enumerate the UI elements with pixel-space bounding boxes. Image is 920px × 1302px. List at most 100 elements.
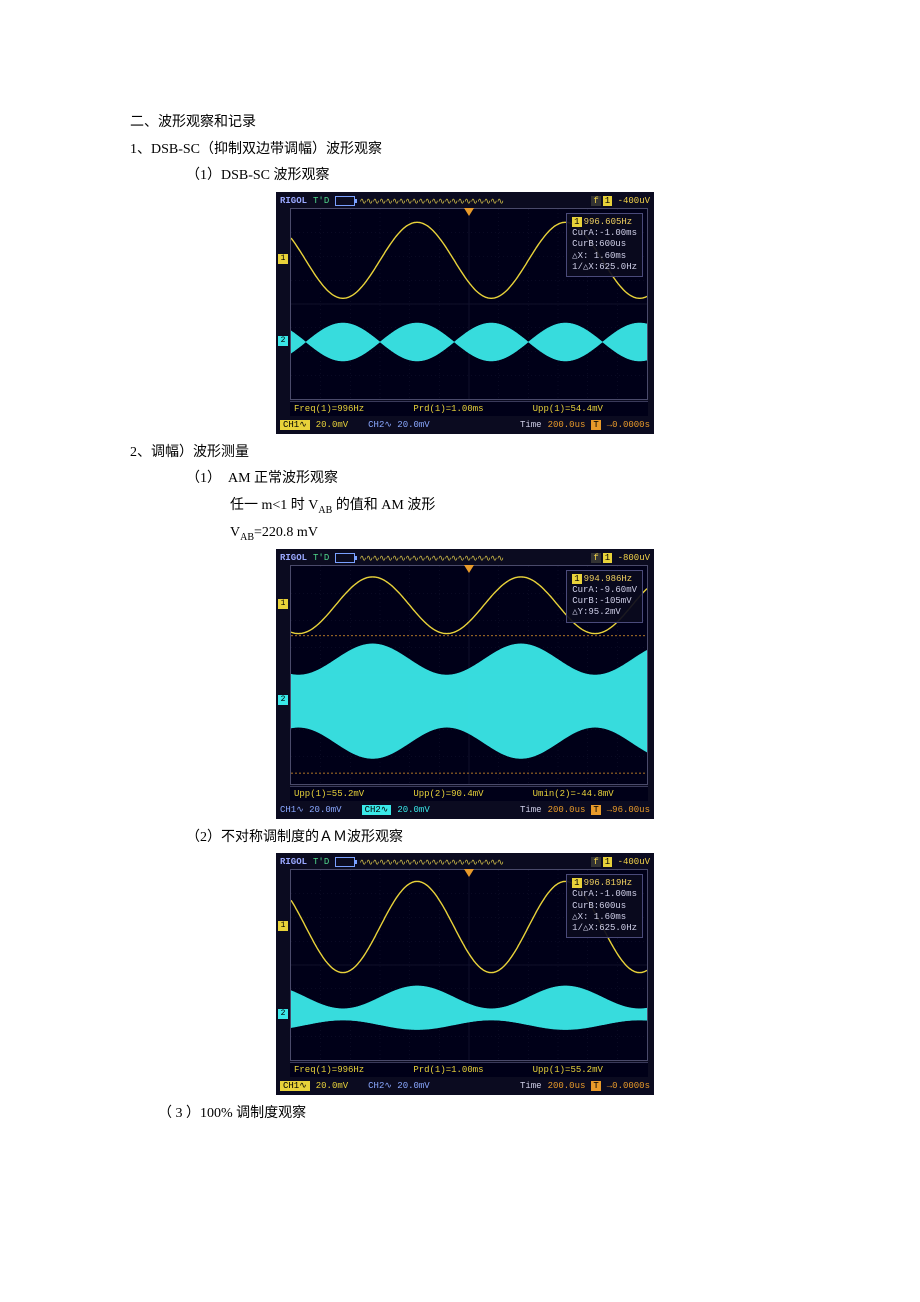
scope-measurements: Freq(1)=996HzPrd(1)=1.00msUpp(1)=54.4mV bbox=[290, 401, 648, 416]
mode: T'D bbox=[313, 857, 329, 867]
scope-grid: 1996.605HzCurA:-1.00msCurB:600us△X: 1.60… bbox=[290, 208, 648, 400]
info-line: CurA:-1.00ms bbox=[572, 889, 637, 900]
ch1-marker: 1 bbox=[278, 254, 288, 264]
oscilloscope-screenshot-1: RIGOL T'D ∿∿∿∿∿∿∿∿∿∿∿∿∿∿∿∿∿∿∿∿∿∿f1 -400uV 1… bbox=[276, 192, 654, 434]
trigger-info: f1 -400uV bbox=[591, 196, 650, 206]
info-freq: 1994.986Hz bbox=[572, 574, 637, 585]
subscript: AB bbox=[318, 505, 332, 516]
section-2-sub1: （1） AM 正常波形观察 bbox=[130, 466, 800, 493]
text: DSB-SC（抑制双边带调幅）波形观察 bbox=[151, 142, 382, 157]
toffset-icon: T bbox=[591, 1081, 600, 1091]
wave-top: ∿∿∿∿∿∿∿∿∿∿∿∿∿∿∿∿∿∿∿∿∿∿ bbox=[359, 554, 591, 562]
wave-top: ∿∿∿∿∿∿∿∿∿∿∿∿∿∿∿∿∿∿∿∿∿∿ bbox=[359, 858, 591, 866]
scope-info-box: 1996.605HzCurA:-1.00msCurB:600us△X: 1.60… bbox=[566, 213, 643, 277]
section-2-sub2: （2）不对称调制度的ＡＭ波形观察 bbox=[130, 825, 800, 852]
section-2-sub1-line3: VAB=220.8 mV bbox=[130, 520, 800, 547]
ch2-label: CH2∿ 20.0mV bbox=[368, 420, 430, 430]
brand: RIGOL bbox=[280, 196, 307, 206]
info-line: 1/△X:625.0Hz bbox=[572, 262, 637, 273]
measurement: Umin(2)=-44.8mV bbox=[529, 789, 648, 799]
ch1-scale: 20.0mV bbox=[316, 1081, 348, 1091]
time-label: Time bbox=[520, 420, 542, 430]
subscript: AB bbox=[240, 532, 254, 543]
scope-info-box: 1996.819HzCurA:-1.00msCurB:600us△X: 1.60… bbox=[566, 874, 643, 938]
ch2-scale: 20.0mV bbox=[397, 805, 429, 815]
section-1-title: 1、DSB-SC（抑制双边带调幅）波形观察 bbox=[130, 137, 800, 164]
measurement: Upp(2)=90.4mV bbox=[409, 789, 528, 799]
text: =220.8 mV bbox=[254, 525, 318, 540]
num: 2、 bbox=[130, 445, 151, 460]
scope-info-box: 1994.986HzCurA:-9.60mVCurB:-105mV△Y:95.2… bbox=[566, 570, 643, 623]
scope-bottom-bar: CH1∿ 20.0mV CH2∿ 20.0mV Time 200.0us T →96.0… bbox=[280, 803, 650, 817]
time-scale: 200.0us bbox=[548, 805, 586, 815]
time-offset: →96.00us bbox=[607, 805, 650, 815]
mode: T'D bbox=[313, 553, 329, 563]
time-scale: 200.0us bbox=[548, 420, 586, 430]
scope-topbar: RIGOL T'D ∿∿∿∿∿∿∿∿∿∿∿∿∿∿∿∿∿∿∿∿∿∿f1 -400uV bbox=[280, 855, 650, 869]
text: AM 正常波形观察 bbox=[228, 471, 338, 486]
scope-grid: 1994.986HzCurA:-9.60mVCurB:-105mV△Y:95.2… bbox=[290, 565, 648, 785]
ch1-label: CH1∿ bbox=[280, 1081, 310, 1091]
battery-icon bbox=[335, 553, 355, 563]
text: 的值和 AM 波形 bbox=[332, 498, 435, 513]
info-freq: 1996.605Hz bbox=[572, 217, 637, 228]
ch1-marker: 1 bbox=[278, 599, 288, 609]
ch1-label: CH1∿ 20.0mV bbox=[280, 805, 342, 815]
text: 调幅）波形测量 bbox=[151, 445, 249, 460]
ch2-label: CH2∿ bbox=[362, 805, 392, 815]
scope-1-wrap: RIGOL T'D ∿∿∿∿∿∿∿∿∿∿∿∿∿∿∿∿∿∿∿∿∿∿f1 -400uV 1… bbox=[130, 192, 800, 434]
info-line: CurB:600us bbox=[572, 901, 637, 912]
measurement: Upp(1)=55.2mV bbox=[290, 789, 409, 799]
toffset-icon: T bbox=[591, 805, 600, 815]
section-2-sub3: （ 3 ）100% 调制度观察 bbox=[130, 1101, 800, 1128]
scope-topbar: RIGOL T'D ∿∿∿∿∿∿∿∿∿∿∿∿∿∿∿∿∿∿∿∿∿∿f1 -800uV bbox=[280, 551, 650, 565]
mode: T'D bbox=[313, 196, 329, 206]
measurement: Prd(1)=1.00ms bbox=[409, 1065, 528, 1075]
info-line: CurB:-105mV bbox=[572, 596, 637, 607]
info-line: △Y:95.2mV bbox=[572, 607, 637, 618]
trigger-info: f1 -800uV bbox=[591, 553, 650, 563]
time-offset: →0.0000s bbox=[607, 420, 650, 430]
ch1-scale: 20.0mV bbox=[316, 420, 348, 430]
time-scale: 200.0us bbox=[548, 1081, 586, 1091]
ch1-marker: 1 bbox=[278, 921, 288, 931]
info-line: △X: 1.60ms bbox=[572, 251, 637, 262]
ch2-marker: 2 bbox=[278, 336, 288, 346]
measurement: Prd(1)=1.00ms bbox=[409, 404, 528, 414]
measurement: Freq(1)=996Hz bbox=[290, 404, 409, 414]
battery-icon bbox=[335, 196, 355, 206]
time-offset: →0.0000s bbox=[607, 1081, 650, 1091]
scope-bottom-bar: CH1∿20.0mVCH2∿ 20.0mVTime 200.0us T→0.00… bbox=[280, 1079, 650, 1093]
trigger-info: f1 -400uV bbox=[591, 857, 650, 867]
measurement: Upp(1)=54.4mV bbox=[529, 404, 648, 414]
scope-topbar: RIGOL T'D ∿∿∿∿∿∿∿∿∿∿∿∿∿∿∿∿∿∿∿∿∿∿f1 -400uV bbox=[280, 194, 650, 208]
section-1-sub1: （1）DSB-SC 波形观察 bbox=[130, 163, 800, 190]
ch2-marker: 2 bbox=[278, 695, 288, 705]
num: 1、 bbox=[130, 142, 151, 157]
toffset-icon: T bbox=[591, 420, 600, 430]
ch2-label: CH2∿ 20.0mV bbox=[368, 1081, 430, 1091]
text: V bbox=[230, 525, 240, 540]
ch2-marker: 2 bbox=[278, 1009, 288, 1019]
document-page: 二、波形观察和记录 1、DSB-SC（抑制双边带调幅）波形观察 （1）DSB-S… bbox=[0, 0, 920, 1188]
scope-2-wrap: RIGOL T'D ∿∿∿∿∿∿∿∿∿∿∿∿∿∿∿∿∿∿∿∿∿∿f1 -800uV 1… bbox=[130, 549, 800, 819]
scope-bottom-bar: CH1∿ 20.0mV CH2∿ 20.0mV Time 200.0us T →0.00… bbox=[280, 418, 650, 432]
measurement: Freq(1)=996Hz bbox=[290, 1065, 409, 1075]
scope-measurements: Upp(1)=55.2mVUpp(2)=90.4mVUmin(2)=-44.8m… bbox=[290, 786, 648, 801]
wave-top: ∿∿∿∿∿∿∿∿∿∿∿∿∿∿∿∿∿∿∿∿∿∿ bbox=[359, 197, 591, 205]
section-2-sub1-line2: 任一 m<1 时 VAB 的值和 AM 波形 bbox=[130, 493, 800, 520]
scope-measurements: Freq(1)=996HzPrd(1)=1.00msUpp(1)=55.2mV bbox=[290, 1062, 648, 1077]
oscilloscope-screenshot-3: RIGOL T'D ∿∿∿∿∿∿∿∿∿∿∿∿∿∿∿∿∿∿∿∿∿∿f1 -400uV 1… bbox=[276, 853, 654, 1095]
text: 任一 m<1 时 V bbox=[230, 498, 318, 513]
ch1-label: CH1∿ bbox=[280, 420, 310, 430]
time-label: Time bbox=[520, 805, 542, 815]
info-line: 1/△X:625.0Hz bbox=[572, 923, 637, 934]
brand: RIGOL bbox=[280, 553, 307, 563]
info-freq: 1996.819Hz bbox=[572, 878, 637, 889]
scope-grid: 1996.819HzCurA:-1.00msCurB:600us△X: 1.60… bbox=[290, 869, 648, 1061]
num: （1） bbox=[186, 471, 221, 486]
info-line: CurA:-1.00ms bbox=[572, 228, 637, 239]
brand: RIGOL bbox=[280, 857, 307, 867]
battery-icon bbox=[335, 857, 355, 867]
section-2-title: 2、调幅）波形测量 bbox=[130, 440, 800, 467]
